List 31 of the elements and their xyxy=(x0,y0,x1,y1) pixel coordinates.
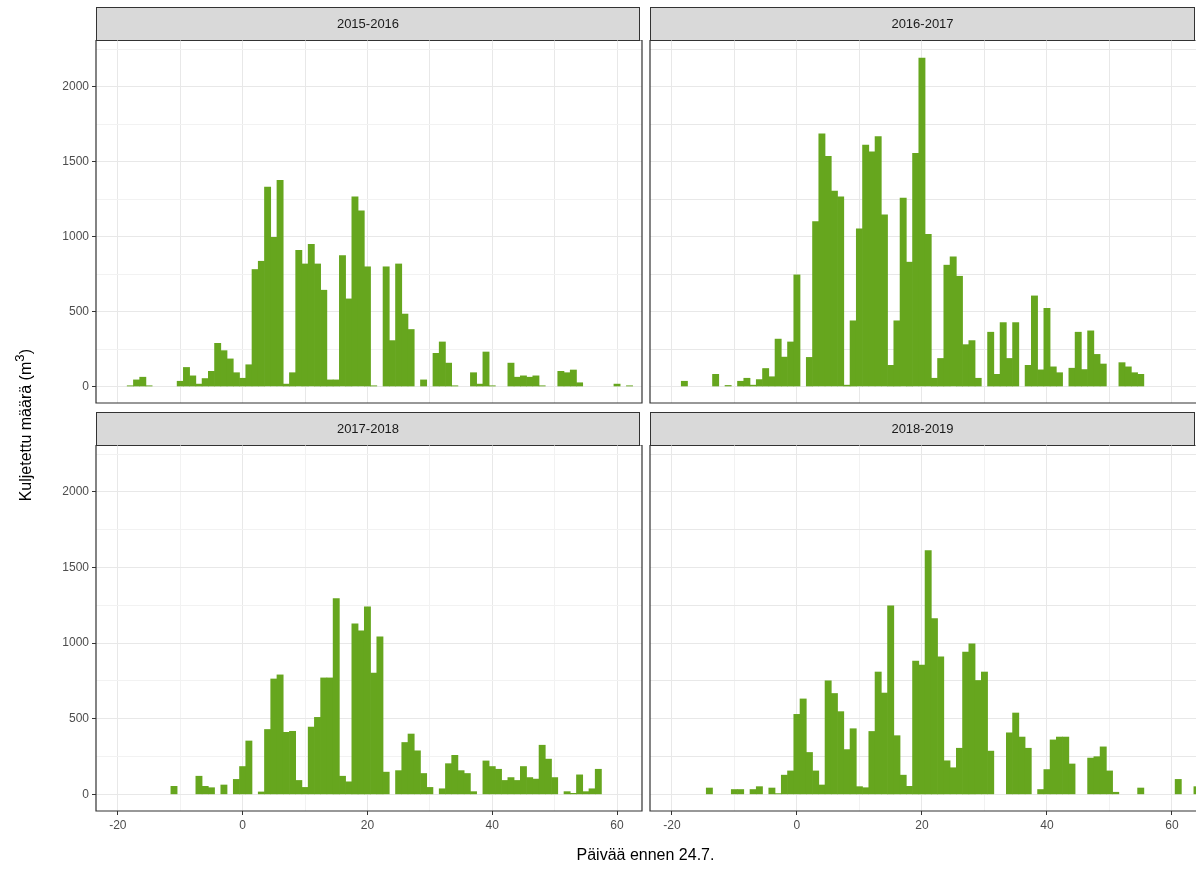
bar xyxy=(1174,779,1182,795)
x-tick-label: 20 xyxy=(915,817,929,832)
x-tick-label: 0 xyxy=(793,817,801,832)
y-tick-label: 1500 xyxy=(62,559,90,574)
bar xyxy=(220,784,228,795)
x-tick-label: 0 xyxy=(239,817,247,832)
x-tick-label: 60 xyxy=(1165,817,1179,832)
y-tick-label: 1500 xyxy=(62,153,90,168)
bar xyxy=(712,374,720,387)
x-tick-label: -20 xyxy=(663,817,681,832)
chart-title: 2018-2019 xyxy=(650,412,1195,446)
chart-title: 2017-2018 xyxy=(96,412,640,446)
bar xyxy=(1137,787,1145,795)
x-tick-label: 20 xyxy=(360,817,375,832)
y-tick-label: 500 xyxy=(68,303,90,318)
bar xyxy=(705,787,713,795)
y-tick-label: 2000 xyxy=(62,78,90,93)
chart-title: 2016-2017 xyxy=(650,7,1195,41)
bar xyxy=(680,380,688,387)
y-tick-label: 1000 xyxy=(62,228,90,243)
x-axis-title: Päivää ennen 24.7. xyxy=(575,846,716,864)
y-tick-label: 0 xyxy=(82,786,90,801)
y-tick-label: 1000 xyxy=(62,635,90,650)
x-tick-label: 40 xyxy=(1040,817,1054,832)
x-tick-label: 60 xyxy=(610,817,625,832)
x-tick-label: -20 xyxy=(109,817,127,832)
y-tick-label: 2000 xyxy=(62,484,90,499)
y-tick-label: 0 xyxy=(82,378,90,393)
x-tick-label: 40 xyxy=(485,817,500,832)
chart-title: 2015-2016 xyxy=(96,7,640,41)
y-tick-label: 500 xyxy=(68,711,90,726)
